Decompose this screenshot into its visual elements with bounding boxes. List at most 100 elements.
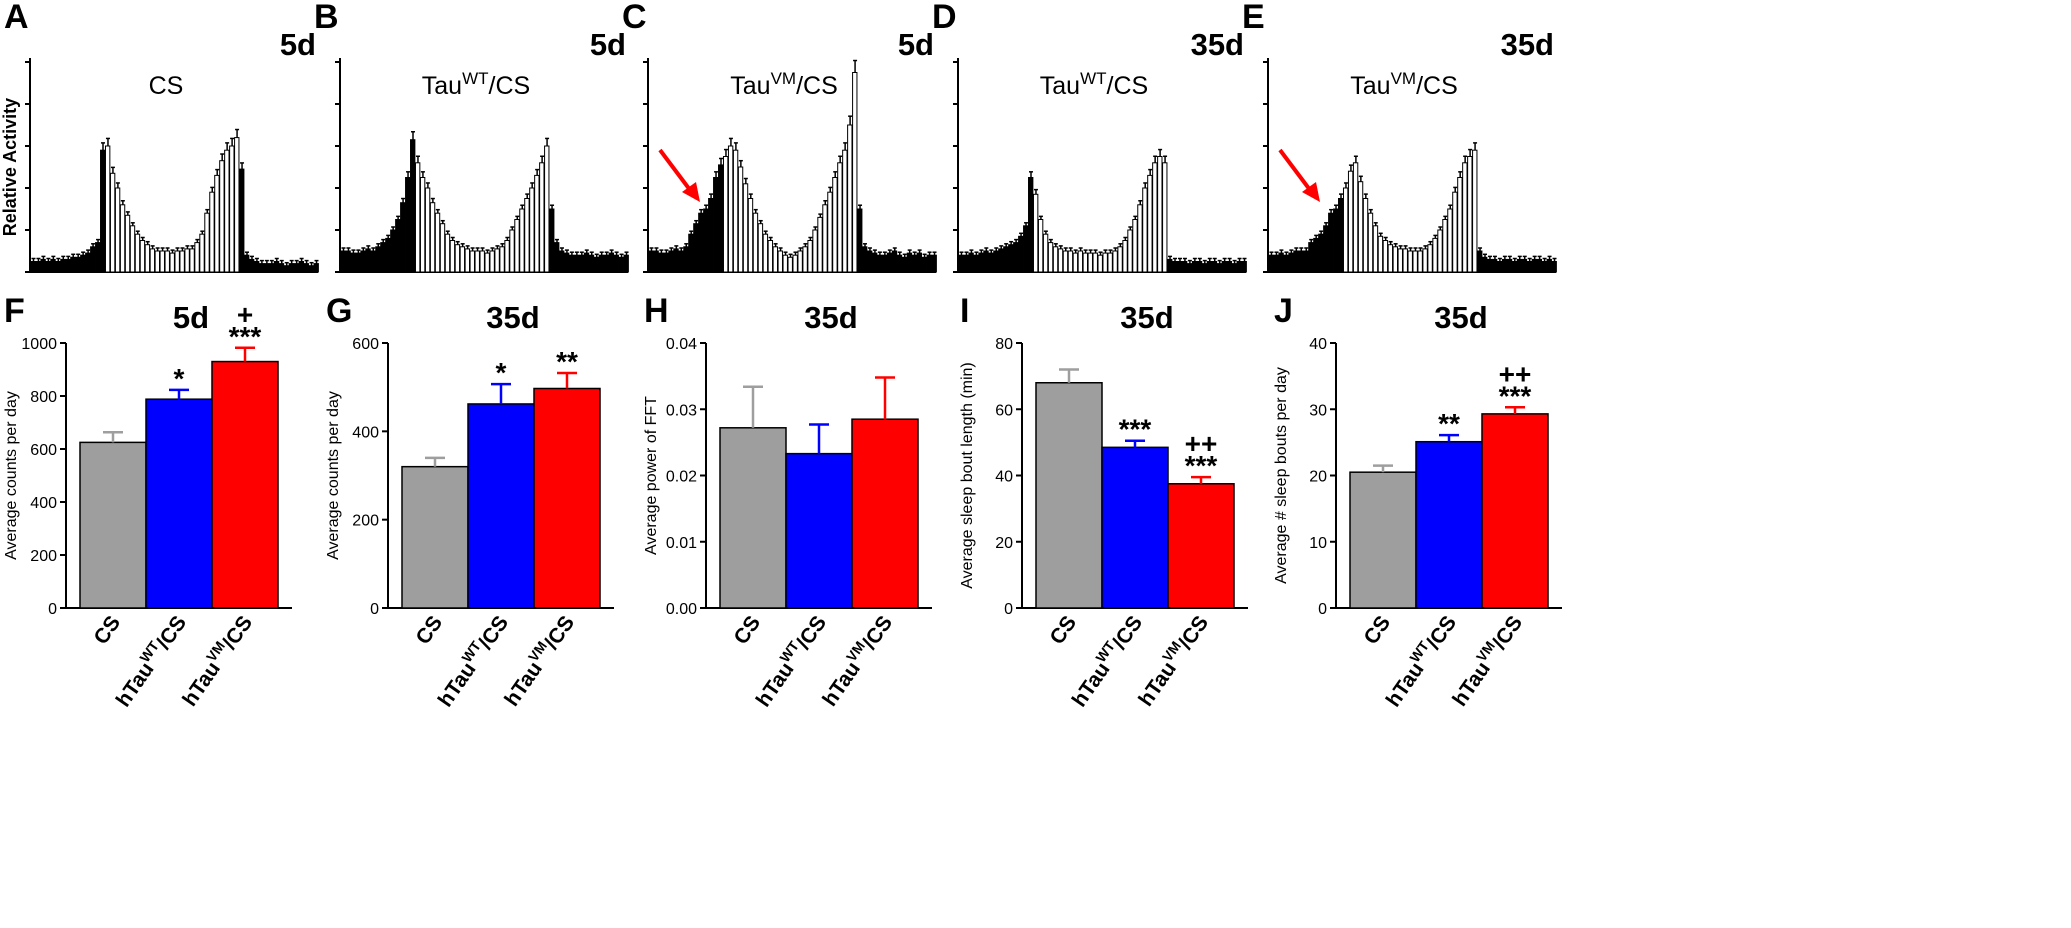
activity-bar <box>1338 198 1344 273</box>
activity-bar <box>554 242 560 273</box>
activity-bar <box>1052 246 1059 273</box>
activity-bar <box>1122 240 1128 273</box>
activity-bar <box>1032 193 1039 273</box>
activity-bar <box>772 246 779 273</box>
category-main: CS <box>90 612 126 649</box>
panel-letter: F <box>4 292 25 330</box>
activity-bar <box>852 72 858 273</box>
activity-bar <box>219 160 225 273</box>
activity-bar <box>164 250 170 273</box>
activity-bar <box>963 254 969 273</box>
activity-bar <box>968 252 974 273</box>
activity-bar <box>1186 263 1193 273</box>
significance-label: ** <box>1438 408 1460 439</box>
activity-bar <box>159 250 165 273</box>
category-label: CS <box>412 612 448 649</box>
activity-bar <box>1427 244 1433 273</box>
activity-bar <box>65 258 71 273</box>
activity-bar <box>1152 162 1158 273</box>
activity-bar <box>414 162 421 273</box>
activity-bar <box>1162 162 1168 273</box>
category-main: hTau <box>178 658 225 711</box>
activity-bar <box>154 250 161 273</box>
activity-bar <box>1072 252 1079 273</box>
activity-panel-c: C 5d TauVM/CS <box>622 0 937 273</box>
activity-bar <box>983 250 989 273</box>
activity-bar <box>827 191 833 273</box>
activity-bar <box>1531 258 1538 273</box>
activity-bar <box>1323 225 1329 273</box>
activity-bar <box>1067 250 1074 273</box>
significance-label: *** <box>1499 380 1532 411</box>
age-label: 5d <box>280 27 316 62</box>
activity-bar <box>1392 246 1399 273</box>
category-main: hTau <box>500 658 547 711</box>
activity-bar <box>1268 254 1274 273</box>
activity-bar <box>499 246 505 273</box>
activity-bar <box>1092 252 1098 273</box>
activity-bar <box>563 252 570 273</box>
arrow-head <box>1302 182 1320 202</box>
activity-bar <box>653 250 659 273</box>
activity-bar <box>916 252 923 273</box>
activity-bar <box>713 177 719 273</box>
activity-bar <box>174 250 180 273</box>
bar <box>1481 413 1549 609</box>
activity-bar <box>1367 212 1374 273</box>
activity-bar <box>1278 252 1284 273</box>
activity-bar <box>1013 242 1019 273</box>
activity-bar <box>1382 240 1389 273</box>
activity-bar <box>189 248 195 273</box>
activity-bar <box>474 250 480 273</box>
activity-bar <box>1241 261 1247 273</box>
activity-bar <box>199 233 205 273</box>
y-tick-label: 0 <box>1004 601 1013 618</box>
category-main: hTau <box>1448 658 1495 711</box>
significance-label: *** <box>1119 414 1152 445</box>
bar-chart-f: F 5d 0 200 400 600 800 1000 Average counts per d… <box>3 292 292 711</box>
activity-bar <box>762 233 769 273</box>
activity-bar <box>549 208 555 273</box>
significance-label: ** <box>556 346 578 377</box>
activity-bar <box>1442 219 1448 273</box>
y-axis-label: Average counts per day <box>325 391 342 560</box>
y-tick-label: 400 <box>352 424 379 441</box>
activity-bar <box>1397 248 1403 273</box>
activity-bar <box>109 172 116 273</box>
activity-bar <box>1167 258 1173 273</box>
panel-letter: G <box>326 292 352 330</box>
activity-bar <box>313 263 319 273</box>
bar <box>145 398 213 609</box>
activity-bar <box>214 174 220 273</box>
significance-label: *** <box>229 321 262 352</box>
activity-bar <box>479 250 485 273</box>
activity-bar <box>593 256 600 273</box>
activity-bar <box>618 256 624 273</box>
bar <box>851 418 919 609</box>
title-suffix: /CS <box>489 72 531 100</box>
arrow-shaft <box>658 148 692 192</box>
activity-bar <box>258 263 265 273</box>
activity-bar <box>1496 261 1503 273</box>
arrow-head <box>682 182 700 202</box>
panel-letter: J <box>1274 292 1293 330</box>
activity-bar <box>519 208 525 273</box>
activity-bar <box>698 212 704 273</box>
activity-bar <box>1511 261 1518 273</box>
activity-bar <box>104 145 111 273</box>
category-main: hTau <box>818 658 865 711</box>
y-tick-label: 400 <box>30 495 57 512</box>
activity-bar <box>1211 261 1218 273</box>
activity-bar <box>1298 250 1304 273</box>
activity-bar <box>623 254 629 273</box>
activity-bar <box>857 208 863 273</box>
activity-panel-d: D 35d TauWT/CS <box>932 0 1247 273</box>
activity-bar <box>807 240 813 273</box>
significance-label: * <box>496 357 507 388</box>
activity-bar <box>405 177 411 273</box>
activity-bar <box>1037 219 1044 273</box>
activity-bar <box>1506 258 1513 273</box>
activity-bar <box>1107 252 1113 273</box>
activity-bar <box>608 252 615 273</box>
activity-bar <box>1062 250 1069 273</box>
